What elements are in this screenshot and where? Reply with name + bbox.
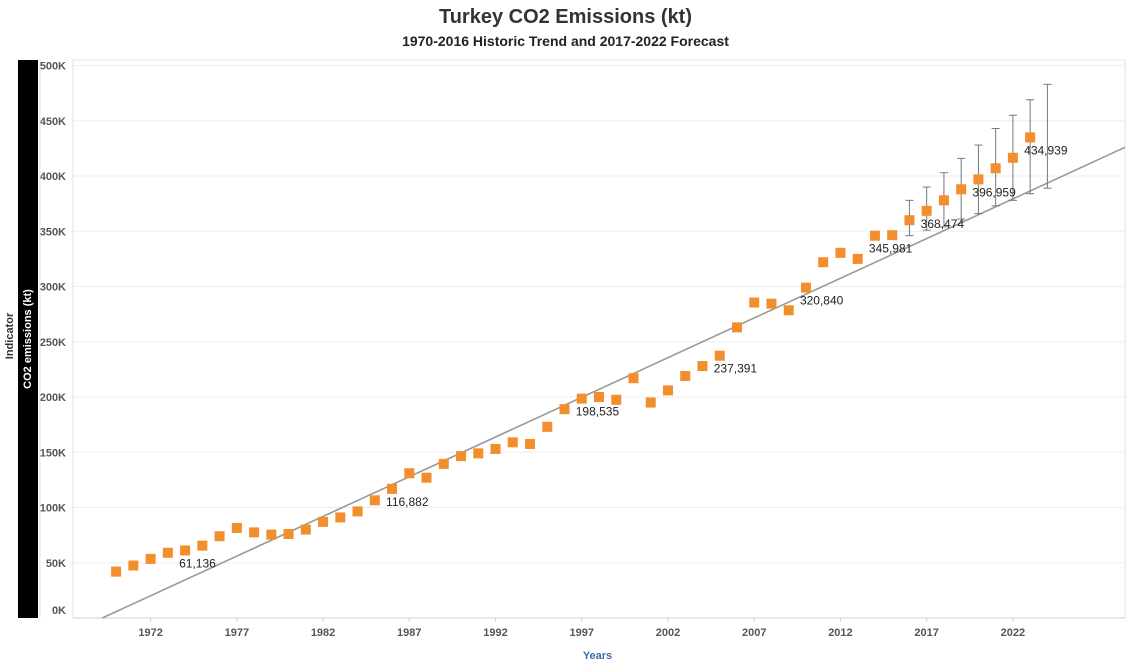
data-point	[421, 472, 432, 483]
data-point	[956, 184, 967, 195]
data-point	[714, 350, 725, 361]
data-point	[766, 298, 777, 309]
data-point	[369, 495, 380, 506]
data-point	[438, 458, 449, 469]
data-point	[938, 195, 949, 206]
data-point	[507, 437, 518, 448]
data-point	[783, 305, 794, 316]
data-point	[318, 516, 329, 527]
data-point	[128, 560, 139, 571]
y-tick-label: 400K	[40, 171, 66, 183]
data-point	[749, 297, 760, 308]
data-label: 237,391	[714, 362, 758, 376]
chart-title: Turkey CO2 Emissions (kt)	[438, 6, 693, 28]
trend-line	[101, 146, 1126, 619]
x-tick-label: 1997	[570, 627, 594, 639]
data-point	[197, 540, 208, 551]
y-tick-label: 350K	[40, 226, 66, 238]
data-point	[335, 512, 346, 523]
y-tick-label: 450K	[40, 116, 66, 128]
y-tick-label: 200K	[40, 392, 66, 404]
data-label: 396,959	[972, 185, 1016, 199]
data-point	[473, 448, 484, 459]
data-point	[645, 397, 656, 408]
data-point	[214, 531, 225, 542]
data-point	[490, 443, 501, 454]
data-point	[990, 163, 1001, 174]
data-point	[231, 522, 242, 533]
data-point	[266, 529, 277, 540]
data-label: 320,840	[800, 294, 844, 308]
x-tick-label: 1977	[225, 627, 249, 639]
data-point	[180, 545, 191, 556]
x-tick-label: 1972	[138, 627, 162, 639]
data-point	[697, 361, 708, 372]
data-point	[300, 524, 311, 535]
data-point	[628, 373, 639, 384]
data-point	[887, 230, 898, 241]
data-point	[111, 566, 122, 577]
data-point	[818, 257, 829, 268]
y-tick-label: 0K	[52, 605, 66, 617]
x-tick-label: 1992	[483, 627, 507, 639]
x-tick-label: 1982	[311, 627, 335, 639]
data-point	[869, 230, 880, 241]
x-tick-label: 2002	[656, 627, 680, 639]
data-point	[852, 253, 863, 264]
data-label: 116,882	[386, 495, 429, 509]
data-point	[731, 322, 742, 333]
data-point	[680, 371, 691, 382]
data-point	[835, 247, 846, 258]
y-axis-header[interactable]: CO2 emissions (kt)	[18, 60, 38, 618]
data-point	[145, 553, 156, 564]
x-axis-label: Years	[582, 650, 613, 662]
data-label: 198,535	[576, 405, 620, 419]
plot-area	[72, 59, 1126, 619]
data-point	[662, 385, 673, 396]
data-point	[249, 527, 260, 538]
y-tick-label: 50K	[46, 558, 66, 570]
x-tick-label: 2007	[742, 627, 766, 639]
data-point	[404, 468, 415, 479]
data-label: 434,939	[1024, 143, 1068, 157]
data-point	[800, 282, 811, 293]
y-tick-label: 300K	[40, 282, 66, 294]
data-point	[559, 404, 570, 415]
y-tick-label: 100K	[40, 503, 66, 515]
data-point	[904, 215, 915, 226]
y-tick-label: 500K	[40, 61, 66, 73]
data-point	[456, 451, 467, 462]
data-point	[352, 506, 363, 517]
data-point	[162, 547, 173, 558]
data-point	[1007, 152, 1018, 163]
data-point	[973, 174, 984, 185]
y-tick-label: 250K	[40, 337, 66, 349]
data-point	[525, 438, 536, 449]
data-point	[387, 483, 398, 494]
data-point	[542, 421, 553, 432]
data-label: 368,474	[921, 217, 965, 231]
x-tick-label: 2012	[828, 627, 852, 639]
data-point	[283, 529, 294, 540]
data-point	[921, 205, 932, 216]
x-tick-label: 2017	[914, 627, 938, 639]
data-point	[611, 394, 622, 405]
data-point	[1025, 132, 1036, 143]
data-point	[576, 393, 587, 404]
x-tick-label: 2022	[1001, 627, 1025, 639]
y-tick-label: 150K	[40, 447, 66, 459]
x-tick-label: 1987	[397, 627, 421, 639]
data-label: 61,136	[179, 556, 216, 570]
chart-subtitle: 1970-2016 Historic Trend and 2017-2022 F…	[402, 33, 729, 49]
data-label: 345,981	[869, 242, 913, 256]
data-point	[594, 392, 604, 403]
